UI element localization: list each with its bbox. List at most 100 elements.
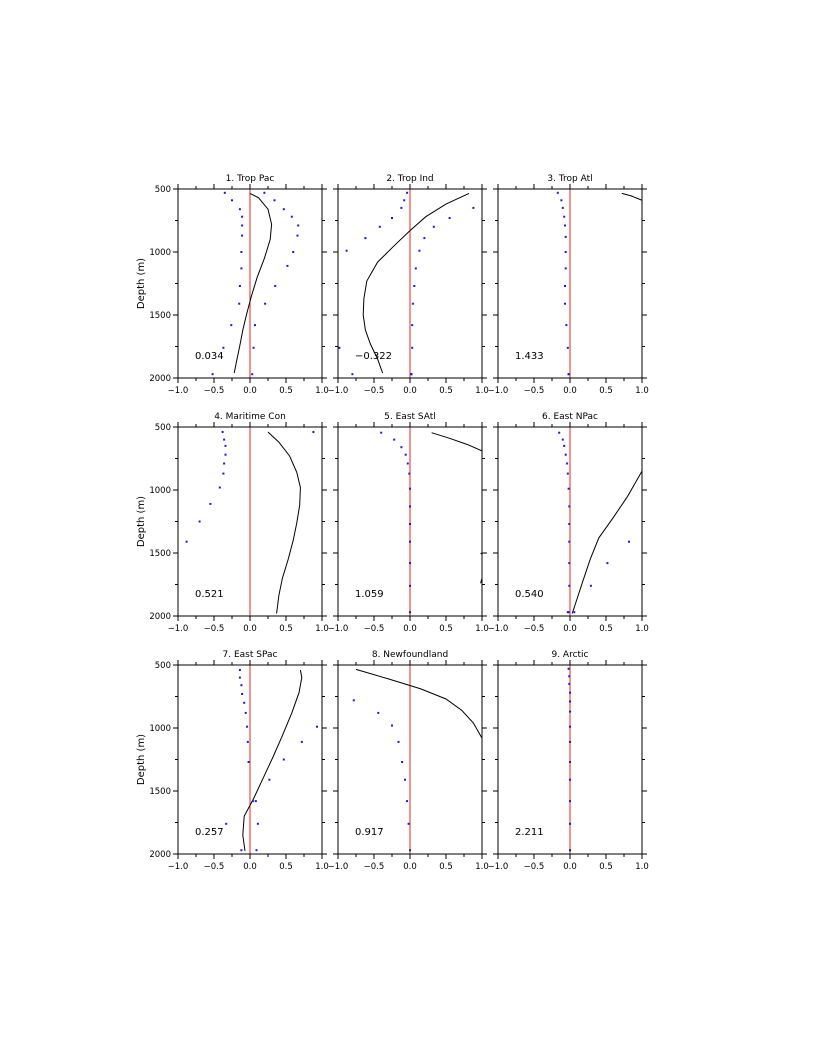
data-dot — [316, 725, 318, 728]
panel-title: 3. Trop Atl — [547, 174, 592, 184]
data-dot — [241, 224, 244, 227]
x-tick-label: 0.5 — [279, 386, 293, 396]
panel-value: 0.257 — [195, 827, 224, 838]
x-tick-label: 1.0 — [475, 386, 489, 396]
data-dot — [404, 778, 406, 781]
plot-area — [225, 669, 318, 852]
data-dot — [222, 472, 225, 475]
y-axis-label: Depth (m) — [136, 258, 147, 309]
x-tick-label: 0.5 — [439, 624, 453, 634]
data-dot — [566, 611, 569, 614]
data-dot — [238, 302, 241, 305]
x-tick-label: 1.0 — [635, 386, 649, 396]
data-dot — [564, 285, 566, 287]
data-dot — [223, 462, 226, 465]
data-dot — [290, 215, 293, 218]
panel-8: 8. Newfoundland −1.0 −0.5 0.0 0.5 1.0 0.917 — [328, 650, 489, 872]
x-tick-label: 0.0 — [243, 386, 257, 396]
data-dot — [254, 800, 257, 803]
data-dot — [254, 324, 256, 327]
y-tick-label: 2000 — [149, 850, 171, 860]
data-dot — [246, 725, 249, 728]
panel-5: 5. East SAtl −1.0 −0.5 0.0 0.5 1.0 1.059 — [328, 412, 489, 634]
x-tick-label: 0.0 — [243, 624, 257, 634]
data-dot — [560, 199, 563, 202]
data-dot — [256, 822, 259, 825]
data-dot — [564, 224, 566, 227]
data-dot — [569, 761, 571, 763]
data-dot — [292, 251, 295, 253]
panel-value: 0.034 — [195, 351, 224, 362]
data-dot — [380, 431, 383, 434]
data-dot — [568, 505, 571, 508]
data-dot — [286, 264, 289, 267]
x-tick-label: −0.5 — [204, 386, 225, 396]
data-dot — [238, 208, 241, 211]
data-dot — [569, 691, 571, 694]
data-dot — [411, 302, 414, 305]
data-dot — [351, 373, 354, 376]
data-dot — [263, 191, 266, 194]
data-dot — [225, 822, 228, 825]
x-tick-label: −1.0 — [488, 624, 509, 634]
data-dot — [472, 206, 475, 209]
data-dot — [628, 540, 630, 543]
data-dot — [589, 584, 592, 587]
plot-area — [556, 191, 642, 376]
data-dot — [274, 285, 277, 287]
data-dot — [564, 453, 567, 456]
x-tick-label: −1.0 — [328, 386, 349, 396]
x-tick-label: 0.5 — [599, 862, 613, 872]
x-tick-label: −0.5 — [524, 386, 545, 396]
data-dot — [255, 849, 258, 852]
panel-2: 2. Trop Ind −1.0 −0.5 0.0 0.5 1.0 −0.322 — [328, 174, 489, 396]
data-dot — [564, 251, 567, 253]
data-dot — [223, 191, 226, 194]
data-dot — [224, 444, 227, 447]
x-tick-label: −1.0 — [168, 862, 189, 872]
data-dot — [411, 324, 414, 327]
data-dot — [251, 373, 254, 376]
panel-title: 4. Maritime Con — [214, 412, 286, 422]
data-dot — [391, 217, 393, 219]
data-dot — [312, 431, 315, 433]
data-dot — [556, 191, 559, 194]
data-dot — [409, 611, 411, 614]
x-tick-label: 0.0 — [563, 862, 577, 872]
panel-9: 9. Arctic −1.0 −0.5 0.0 0.5 1.0 2.211 — [488, 650, 649, 872]
data-dot — [282, 758, 285, 761]
x-tick-label: −1.0 — [328, 624, 349, 634]
data-dot — [569, 740, 571, 743]
panel-7: 7. East SPac −1.0 −0.5 0.0 0.5 1.0 500 1000 1500… — [136, 650, 329, 872]
data-dot — [240, 849, 243, 852]
data-dot — [224, 453, 227, 456]
data-dot — [377, 711, 380, 714]
y-tick-label: 1000 — [149, 724, 171, 734]
data-dot — [414, 267, 417, 270]
data-dot — [241, 693, 244, 695]
panel-value: 0.521 — [195, 589, 224, 600]
y-axis-label: Depth (m) — [136, 496, 147, 547]
data-dot — [400, 206, 403, 209]
y-tick-label: 500 — [155, 185, 171, 195]
data-dot — [238, 285, 241, 287]
data-dot — [223, 438, 226, 441]
profile-curve — [242, 669, 303, 851]
panel-title: 7. East SPac — [223, 650, 278, 660]
data-dot — [569, 778, 571, 781]
data-dot — [406, 191, 409, 194]
data-dot — [264, 302, 267, 305]
panel-1: 1. Trop Pac −1.0 −0.5 0.0 0.5 1.0 500 1000 1500 2… — [136, 174, 329, 396]
x-tick-label: 0.0 — [403, 624, 417, 634]
data-dot — [241, 234, 244, 237]
data-dot — [423, 237, 426, 240]
data-dot — [282, 208, 285, 211]
panel-value: 0.917 — [355, 827, 384, 838]
x-tick-label: −0.5 — [204, 862, 225, 872]
data-dot — [561, 438, 564, 441]
panel-title: 2. Trop Ind — [386, 174, 433, 184]
data-dot — [247, 761, 250, 763]
data-dot — [568, 540, 571, 543]
panel-title: 8. Newfoundland — [372, 650, 448, 660]
profile-curve — [233, 192, 273, 374]
